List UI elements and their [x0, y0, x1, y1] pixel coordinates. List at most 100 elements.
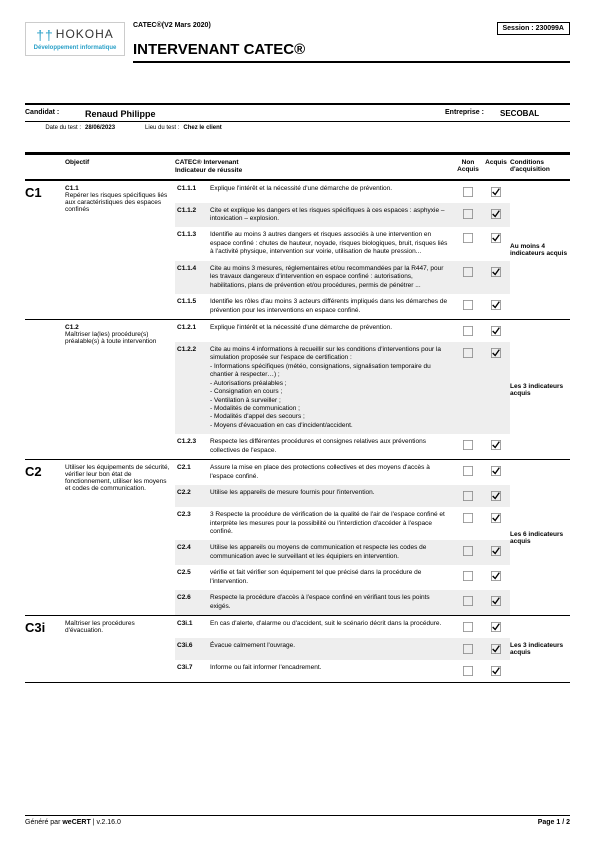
- indicator-text: Évacue calmement l'ouvrage.: [210, 642, 454, 650]
- candidate-label: Candidat :: [25, 109, 85, 119]
- date-label: Date du test :: [25, 125, 85, 131]
- indicator-text: Informe ou fait informer l'encadrement.: [210, 664, 454, 672]
- indicator-id: C3i.6: [175, 642, 210, 649]
- footer: Généré par weCERT | v.2.16.0 Page 1 / 2: [25, 815, 570, 826]
- indicator-row: C1.2.1Explique l'intérêt et la nécessité…: [175, 320, 510, 342]
- indicator-text: Utilise les appareils ou moyens de commu…: [210, 544, 454, 561]
- indicator-row: C3i.7Informe ou fait informer l'encadrem…: [175, 660, 510, 682]
- checkbox-acquis[interactable]: [482, 544, 510, 558]
- indicator-text: Cite au moins 4 informations à recueilli…: [210, 346, 454, 430]
- checkbox-non-acquis[interactable]: [454, 642, 482, 656]
- indicator-row: C2.2Utilise les appareils de mesure four…: [175, 485, 510, 507]
- checkbox-non-acquis[interactable]: [454, 489, 482, 503]
- indicator-text: Respecte la procédure d'accès à l'espace…: [210, 594, 454, 611]
- objective: C1.2Maîtriser la(les) procédure(s) préal…: [65, 320, 175, 459]
- condition: Les 3 indicateurs acquis: [510, 320, 570, 459]
- indicator-row: C2.4Utilise les appareils ou moyens de c…: [175, 540, 510, 565]
- checkbox-acquis[interactable]: [482, 265, 510, 279]
- version: CATEC®(V2 Mars 2020): [133, 22, 211, 29]
- indicator-text: Identifie au moins 3 autres dangers et r…: [210, 231, 454, 256]
- checkbox-acquis[interactable]: [482, 511, 510, 525]
- checkbox-non-acquis[interactable]: [454, 464, 482, 478]
- indicator-text: Cite au moins 3 mesures, réglementaires …: [210, 265, 454, 290]
- checkbox-acquis[interactable]: [482, 346, 510, 360]
- col-na: Non Acquis: [454, 159, 482, 175]
- indicator-id: C3i.1: [175, 620, 210, 627]
- checkbox-acquis[interactable]: [482, 642, 510, 656]
- checkbox-acquis[interactable]: [482, 438, 510, 452]
- section-id: C3i: [25, 616, 65, 682]
- lieu-val: Chez le client: [183, 125, 251, 131]
- col-ind: CATEC® Intervenant Indicateur de réussit…: [175, 159, 454, 175]
- checkbox-non-acquis[interactable]: [454, 438, 482, 452]
- candidate-name: Renaud Philippe: [85, 109, 445, 119]
- checkbox-acquis[interactable]: [482, 231, 510, 245]
- indicator-id: C1.2.2: [175, 346, 210, 353]
- objective: Maîtriser les procédures d'évacuation.: [65, 616, 175, 682]
- indicator-row: C2.6Respecte la procédure d'accès à l'es…: [175, 590, 510, 615]
- section-id: C1: [25, 181, 65, 319]
- checkbox-non-acquis[interactable]: [454, 620, 482, 634]
- indicator-id: C1.1.2: [175, 207, 210, 214]
- indicator-id: C1.1.4: [175, 265, 210, 272]
- col-aq: Acquis: [482, 159, 510, 175]
- logo: ††HOKOHA Développement informatique: [25, 22, 125, 56]
- indicator-id: C2.5: [175, 569, 210, 576]
- indicator-id: C2.4: [175, 544, 210, 551]
- indicator-id: C1.1.1: [175, 185, 210, 192]
- checkbox-acquis[interactable]: [482, 620, 510, 634]
- checkbox-acquis[interactable]: [482, 298, 510, 312]
- indicator-id: C2.6: [175, 594, 210, 601]
- page-title: INTERVENANT CATEC®: [133, 41, 570, 63]
- checkbox-non-acquis[interactable]: [454, 265, 482, 279]
- indicator-text: En cas d'alerte, d'alarme ou d'accident,…: [210, 620, 454, 628]
- indicator-text: Assure la mise en place des protections …: [210, 464, 454, 481]
- candidate-block: Candidat : Renaud Philippe Entreprise : …: [25, 103, 570, 122]
- indicator-id: C1.2.1: [175, 324, 210, 331]
- checkbox-non-acquis[interactable]: [454, 664, 482, 678]
- checkbox-non-acquis[interactable]: [454, 346, 482, 360]
- indicator-text: Identifie les rôles d'au moins 3 acteurs…: [210, 298, 454, 315]
- checkbox-acquis[interactable]: [482, 594, 510, 608]
- checkbox-non-acquis[interactable]: [454, 185, 482, 199]
- checkbox-acquis[interactable]: [482, 464, 510, 478]
- checkbox-non-acquis[interactable]: [454, 544, 482, 558]
- checkbox-non-acquis[interactable]: [454, 231, 482, 245]
- indicator-id: C1.1.3: [175, 231, 210, 238]
- col-obj: Objectif: [65, 159, 175, 175]
- checkbox-acquis[interactable]: [482, 207, 510, 221]
- indicator-row: C1.2.2Cite au moins 4 informations à rec…: [175, 342, 510, 434]
- indicator-row: C3i.1En cas d'alerte, d'alarme ou d'acci…: [175, 616, 510, 638]
- indicator-row: C1.1.1Explique l'intérêt et la nécessité…: [175, 181, 510, 203]
- condition: Au moins 4 indicateurs acquis: [510, 181, 570, 319]
- indicator-text: Cite et explique les dangers et les risq…: [210, 207, 454, 224]
- table-header: Objectif CATEC® Intervenant Indicateur d…: [25, 152, 570, 180]
- checkbox-acquis[interactable]: [482, 489, 510, 503]
- checkbox-non-acquis[interactable]: [454, 511, 482, 525]
- page-no: Page 1 / 2: [538, 819, 570, 826]
- indicator-id: C2.3: [175, 511, 210, 518]
- indicator-row: C1.1.5Identifie les rôles d'au moins 3 a…: [175, 294, 510, 319]
- lieu-label: Lieu du test :: [145, 125, 183, 131]
- date-row: Date du test : 28/06/2023 Lieu du test :…: [25, 122, 570, 134]
- checkbox-non-acquis[interactable]: [454, 594, 482, 608]
- indicator-text: vérifie et fait vérifier son équipement …: [210, 569, 454, 586]
- col-cond: Conditions d'acquisition: [510, 159, 570, 175]
- checkbox-acquis[interactable]: [482, 569, 510, 583]
- checkbox-acquis[interactable]: [482, 324, 510, 338]
- indicator-id: C2.2: [175, 489, 210, 496]
- date-val: 28/06/2023: [85, 125, 145, 131]
- indicator-row: C1.1.2Cite et explique les dangers et le…: [175, 203, 510, 228]
- checkbox-non-acquis[interactable]: [454, 569, 482, 583]
- checkbox-acquis[interactable]: [482, 185, 510, 199]
- indicator-id: C1.2.3: [175, 438, 210, 445]
- indicator-row: C2.5vérifie et fait vérifier son équipem…: [175, 565, 510, 590]
- session-box: Session : 230099A: [497, 22, 571, 35]
- checkbox-non-acquis[interactable]: [454, 324, 482, 338]
- indicator-text: Utilise les appareils de mesure fournis …: [210, 489, 454, 497]
- checkbox-non-acquis[interactable]: [454, 207, 482, 221]
- section-id: C2: [25, 460, 65, 615]
- gen-app: weCERT: [62, 819, 90, 826]
- checkbox-acquis[interactable]: [482, 664, 510, 678]
- checkbox-non-acquis[interactable]: [454, 298, 482, 312]
